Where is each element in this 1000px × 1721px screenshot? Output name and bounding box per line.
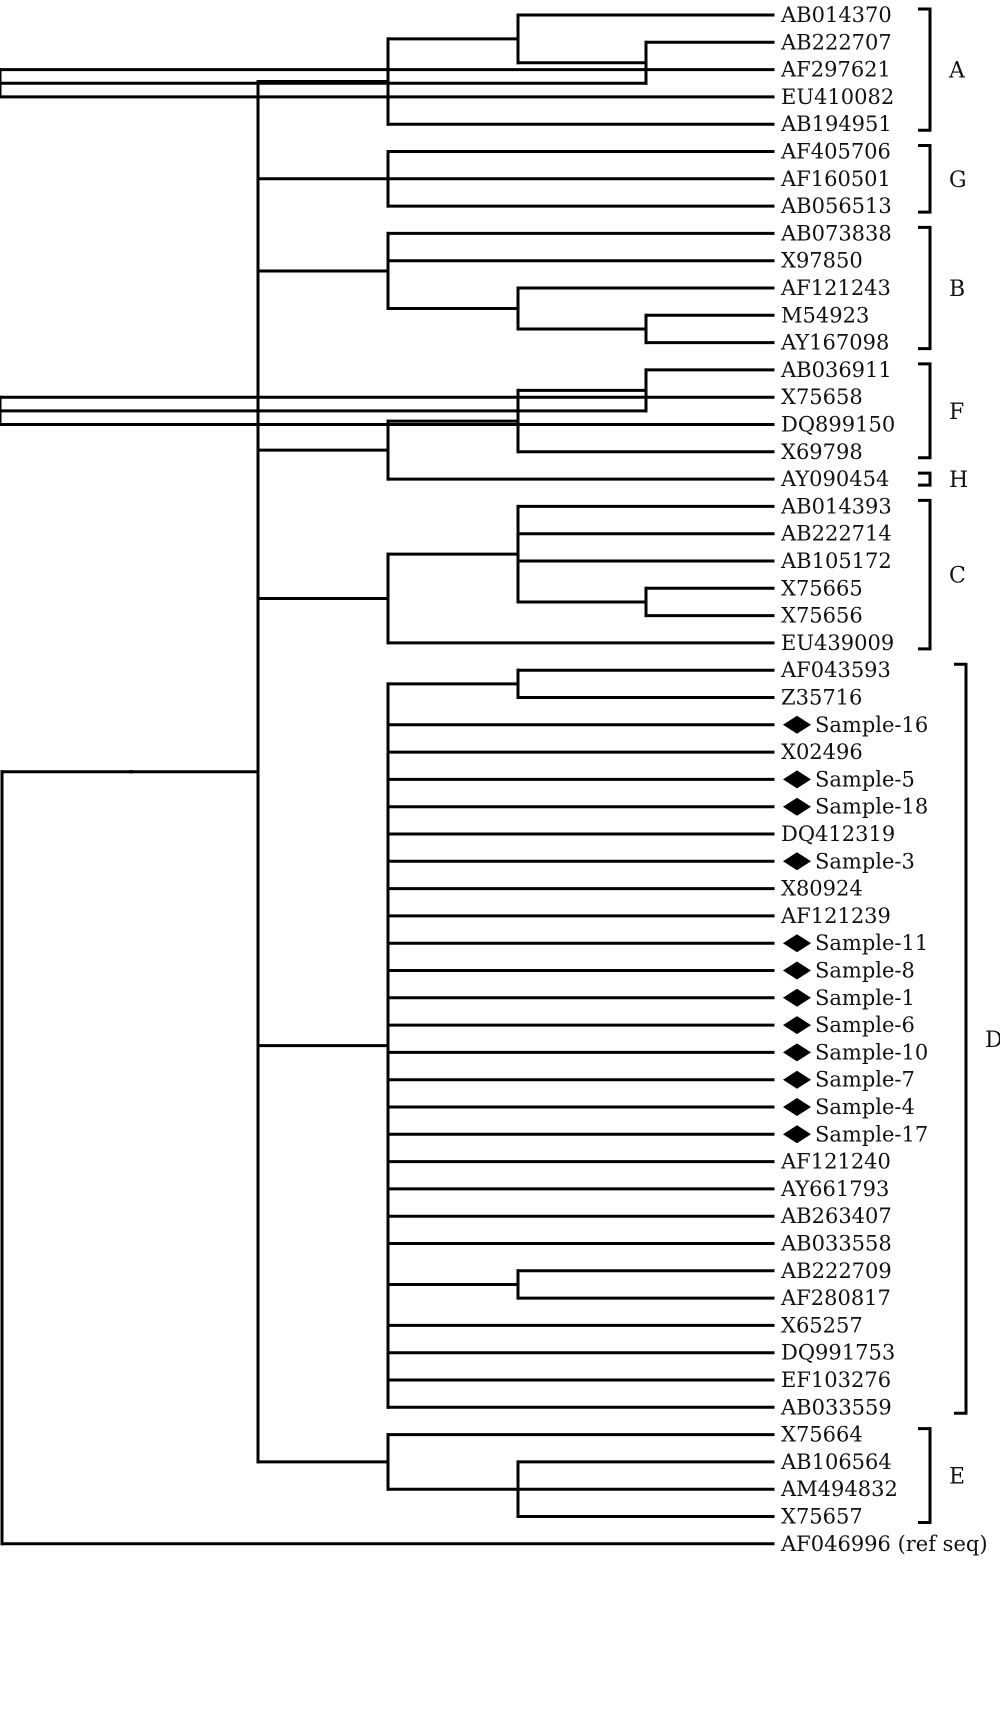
leaf-label-AF297621: AF297621: [780, 58, 891, 82]
leaf-label-EF103276: EF103276: [781, 1368, 891, 1392]
leaf-label-AF121240: AF121240: [780, 1150, 891, 1174]
sample-diamond-icon: [783, 1070, 811, 1089]
leaf-label-AB263407: AB263407: [780, 1204, 892, 1228]
group-label-B: B: [949, 277, 965, 302]
leaf-label-AB014393: AB014393: [780, 494, 892, 518]
leaf-label-AB194951: AB194951: [780, 112, 892, 136]
sample-diamond-icon: [783, 988, 811, 1007]
leaf-label-X75657: X75657: [781, 1505, 863, 1529]
sample-diamond-icon: [783, 770, 811, 789]
leaf-label-X75658: X75658: [781, 385, 863, 409]
leaf-label-Sample-7: Sample-7: [815, 1068, 915, 1092]
leaf-label-EU410082: EU410082: [781, 85, 894, 109]
leaf-label-AB106564: AB106564: [780, 1450, 892, 1474]
bracket-group-H: [918, 471, 932, 487]
leaf-label-Sample-16: Sample-16: [815, 713, 928, 737]
group-label-E: E: [949, 1465, 965, 1490]
leaf-label-Sample-8: Sample-8: [815, 959, 915, 983]
sample-diamond-icon: [783, 797, 811, 816]
leaf-label-AB073838: AB073838: [780, 221, 892, 245]
leaf-label-Sample-3: Sample-3: [815, 849, 915, 873]
leaf-label-X65257: X65257: [781, 1313, 863, 1337]
leaf-label-AB222707: AB222707: [780, 30, 892, 54]
leaf-label-AF160501: AF160501: [780, 167, 891, 191]
leaf-label-AF121243: AF121243: [780, 276, 891, 300]
sample-diamond-icon: [783, 1098, 811, 1116]
leaf-label-X75656: X75656: [781, 604, 863, 628]
tree-leaf-labels: AB014370 AB222707 AF297621 EU410082 AB194951…: [780, 3, 988, 1556]
leaf-label-DQ899150: DQ899150: [781, 413, 895, 437]
bracket-group-D: [954, 662, 968, 1415]
leaf-label-AB222714: AB222714: [780, 522, 892, 546]
bracket-group-C: [918, 498, 932, 651]
bracket-group-B: [918, 225, 932, 351]
leaf-label-AF280817: AF280817: [780, 1286, 891, 1310]
leaf-label-DQ991753: DQ991753: [781, 1341, 895, 1365]
leaf-label-X80924: X80924: [781, 877, 863, 901]
leaf-label-AF046996: AF046996 (ref seq): [780, 1532, 988, 1556]
leaf-label-AF043593: AF043593: [780, 658, 891, 682]
leaf-label-Sample-5: Sample-5: [815, 767, 915, 791]
sample-diamond-icon: [783, 1125, 811, 1144]
leaf-label-Sample-1: Sample-1: [815, 986, 915, 1010]
leaf-label-AM494832: AM494832: [780, 1477, 898, 1501]
leaf-label-M54923: M54923: [781, 303, 869, 327]
leaf-label-X75665: X75665: [781, 576, 863, 600]
leaf-label-AB056513: AB056513: [780, 194, 892, 218]
leaf-label-X69798: X69798: [781, 440, 863, 464]
leaf-label-AB105172: AB105172: [780, 549, 892, 573]
leaf-label-Sample-11: Sample-11: [815, 931, 928, 955]
sample-diamond-icon: [783, 852, 811, 871]
leaf-label-Sample-18: Sample-18: [815, 795, 928, 819]
bracket-group-A: [918, 7, 932, 132]
tree-branches: [0, 13, 775, 1546]
group-label-D: D: [985, 1028, 1000, 1053]
genotype-brackets: A G B F H C D E: [918, 7, 1000, 1524]
leaf-label-AB033559: AB033559: [780, 1395, 892, 1419]
group-label-H: H: [949, 468, 968, 493]
leaf-label-AY090454: AY090454: [780, 467, 889, 491]
leaf-label-AY167098: AY167098: [780, 331, 889, 355]
leaf-label-Sample-4: Sample-4: [815, 1095, 915, 1119]
sample-diamond-icon: [783, 1016, 811, 1035]
sample-diamond-icon: [783, 934, 811, 953]
leaf-label-X02496: X02496: [781, 740, 863, 764]
group-label-A: A: [948, 59, 966, 84]
leaf-label-X75664: X75664: [781, 1423, 863, 1447]
leaf-label-Z35716: Z35716: [781, 686, 862, 710]
leaf-label-AB222709: AB222709: [780, 1259, 892, 1283]
sample-diamond-icon: [783, 961, 811, 980]
bracket-group-F: [918, 362, 932, 460]
leaf-label-AB014370: AB014370: [780, 3, 892, 27]
bracket-group-G: [918, 144, 932, 214]
leaf-label-AF405706: AF405706: [780, 140, 891, 164]
group-label-G: G: [949, 168, 967, 193]
bracket-group-E: [918, 1427, 932, 1524]
group-label-C: C: [949, 564, 966, 589]
leaf-label-AF121239: AF121239: [780, 904, 891, 928]
leaf-label-AB033558: AB033558: [780, 1232, 892, 1256]
leaf-label-AY661793: AY661793: [780, 1177, 889, 1201]
leaf-label-Sample-6: Sample-6: [815, 1013, 915, 1037]
leaf-label-X97850: X97850: [781, 249, 863, 273]
leaf-label-DQ412319: DQ412319: [781, 822, 895, 846]
group-label-F: F: [949, 400, 964, 425]
leaf-label-AB036911: AB036911: [780, 358, 892, 382]
leaf-label-Sample-10: Sample-10: [815, 1040, 928, 1064]
leaf-label-EU439009: EU439009: [781, 631, 894, 655]
sample-diamond-icon: [783, 715, 811, 734]
sample-diamond-icon: [783, 1043, 811, 1062]
leaf-label-Sample-17: Sample-17: [815, 1122, 928, 1146]
